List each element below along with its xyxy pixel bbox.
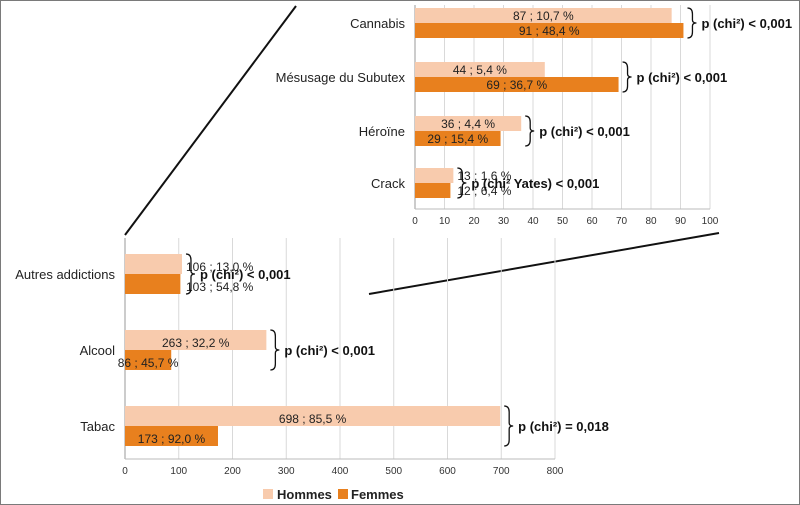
bar-hommes [125, 406, 501, 426]
x-tick-label: 0 [122, 466, 128, 477]
x-tick-label: 400 [332, 466, 349, 477]
p-value-annotation: p (chi²) < 0,001 [200, 267, 291, 282]
data-label-femmes: 173 ; 92,0 % [138, 432, 206, 446]
category-label: Crack [371, 176, 405, 191]
data-label-hommes: 36 ; 4,4 % [441, 117, 495, 131]
x-tick-label: 90 [675, 216, 687, 227]
data-label-hommes: 263 ; 32,2 % [162, 336, 230, 350]
x-tick-label: 60 [586, 216, 598, 227]
bar-femmes [415, 183, 451, 198]
x-tick-label: 80 [645, 216, 657, 227]
category-label: Alcool [80, 343, 116, 358]
significance-brace [504, 405, 514, 447]
zoom-line-bottom [368, 232, 720, 295]
significance-brace [687, 7, 697, 39]
data-label-hommes: 13 ; 1,6 % [457, 169, 511, 183]
bar-femmes [415, 131, 501, 146]
x-tick-label: 800 [547, 466, 564, 477]
category-label: Tabac [80, 419, 115, 434]
bar-femmes [125, 350, 172, 370]
bar-hommes [415, 62, 545, 77]
x-tick-label: 0 [412, 216, 418, 227]
significance-brace [185, 253, 195, 295]
x-tick-label: 20 [468, 216, 480, 227]
significance-brace [525, 115, 535, 147]
x-tick-label: 700 [493, 466, 510, 477]
x-tick-label: 100 [702, 216, 719, 227]
data-label-hommes: 44 ; 5,4 % [453, 63, 507, 77]
legend: Hommes Femmes [263, 487, 404, 502]
legend-label-hommes: Hommes [277, 487, 332, 502]
x-tick-label: 300 [278, 466, 295, 477]
x-tick-label: 100 [170, 466, 187, 477]
bar-hommes [415, 168, 454, 183]
significance-brace [457, 167, 467, 199]
significance-brace [622, 61, 632, 93]
zoom-connector-lines [124, 5, 720, 295]
bar-hommes [125, 330, 267, 350]
bar-femmes [415, 23, 684, 38]
x-tick-label: 30 [498, 216, 510, 227]
main-chart: 0 100 200 300 400 500 600 700 800 Autres addictio… [15, 238, 609, 477]
x-tick-label: 200 [224, 466, 241, 477]
data-label-femmes: 12 ; 6,4 % [457, 184, 511, 198]
legend-label-femmes: Femmes [351, 487, 404, 502]
data-label-hommes: 698 ; 85,5 % [279, 412, 347, 426]
bar-hommes [415, 116, 522, 131]
data-label-femmes: 86 ; 45,7 % [118, 356, 179, 370]
data-label-femmes: 29 ; 15,4 % [427, 132, 488, 146]
p-value-annotation: p (chi² Yates) < 0,001 [471, 176, 599, 191]
significance-brace [270, 329, 280, 371]
detail-chart: 0 10 20 30 40 50 60 70 80 90 100 Cannabis 87 ; 10,7 … [276, 5, 792, 227]
data-label-femmes: 103 ; 54,8 % [186, 280, 254, 294]
data-label-hommes: 87 ; 10,7 % [513, 9, 574, 23]
category-label: Cannabis [350, 16, 405, 31]
x-tick-label: 50 [557, 216, 569, 227]
data-label-hommes: 106 ; 13,0 % [186, 260, 254, 274]
bar-femmes [125, 274, 181, 294]
category-label: Mésusage du Subutex [276, 70, 406, 85]
legend-swatch-femmes [338, 489, 348, 499]
p-value-annotation: p (chi²) = 0,018 [518, 419, 609, 434]
p-value-annotation: p (chi²) < 0,001 [539, 124, 630, 139]
p-value-annotation: p (chi²) < 0,001 [637, 70, 728, 85]
bar-hommes [415, 8, 672, 23]
zoom-line-top [124, 5, 297, 236]
legend-swatch-hommes [263, 489, 273, 499]
bar-femmes [125, 426, 218, 446]
bar-femmes [415, 77, 619, 92]
category-label: Héroïne [359, 124, 405, 139]
bar-hommes [125, 254, 182, 274]
x-tick-label: 40 [527, 216, 539, 227]
p-value-annotation: p (chi²) < 0,001 [284, 343, 375, 358]
p-value-annotation: p (chi²) < 0,001 [701, 16, 792, 31]
x-tick-label: 500 [385, 466, 402, 477]
data-label-femmes: 69 ; 36,7 % [486, 78, 547, 92]
x-tick-label: 70 [616, 216, 628, 227]
category-label: Autres addictions [15, 267, 115, 282]
x-tick-label: 600 [439, 466, 456, 477]
x-tick-label: 10 [439, 216, 451, 227]
data-label-femmes: 91 ; 48,4 % [519, 24, 580, 38]
